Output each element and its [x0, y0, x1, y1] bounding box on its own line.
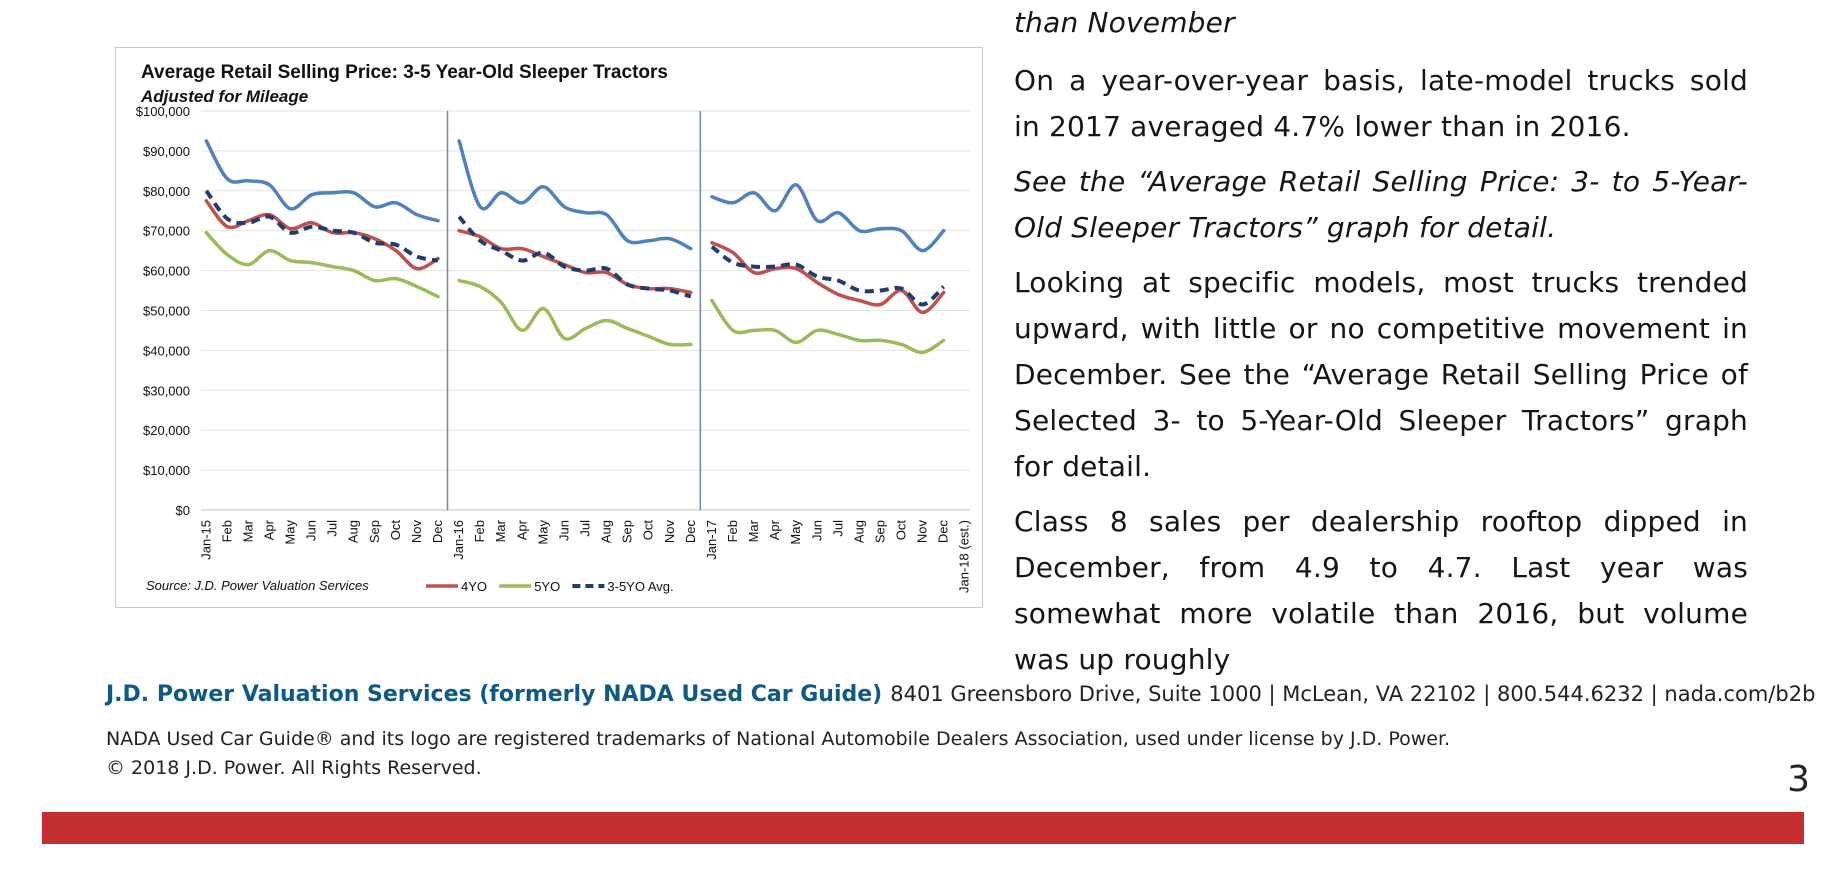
article-paragraph-yoy: On a year-over-year basis, late-model tr…	[1014, 64, 1748, 143]
y-tick-label: $90,000	[143, 144, 190, 159]
y-tick-label: $0	[176, 503, 190, 518]
x-tick-label: Jul	[325, 520, 340, 537]
chart-panel: Average Retail Selling Price: 3-5 Year-O…	[115, 47, 983, 608]
x-tick-label: Apr	[261, 519, 276, 540]
x-tick-label: Jan-18 (est.)	[957, 520, 972, 593]
chart-legend: 4YO 5YO 3-5YO Avg.	[426, 579, 674, 594]
x-tick-label: Feb	[472, 520, 487, 542]
y-tick-label: $80,000	[143, 184, 190, 199]
x-tick-label: Dec	[430, 520, 445, 544]
x-tick-label: Jan-15	[198, 520, 213, 560]
x-tick-label: Dec	[683, 520, 698, 544]
x-tick-label: Nov	[662, 520, 677, 544]
footer-company-name: J.D. Power Valuation Services (formerly …	[106, 682, 883, 707]
x-tick-label: May	[788, 520, 803, 545]
x-tick-label: Feb	[219, 520, 234, 542]
x-tick-label: Jan-16	[451, 520, 466, 560]
x-tick-label: Apr	[514, 519, 529, 540]
x-tick-label: Nov	[915, 520, 930, 544]
x-tick-label: Mar	[240, 519, 255, 542]
y-tick-label: $20,000	[143, 423, 190, 438]
article-paragraph-continued: than November	[1014, 6, 1235, 39]
series-line-5yo	[457, 278, 693, 347]
y-tick-label: $100,000	[136, 104, 190, 119]
x-tick-label: Aug	[599, 520, 614, 543]
x-tick-label: Sep	[367, 520, 382, 543]
x-tick-label: Jul	[578, 520, 593, 537]
x-tick-label: Sep	[872, 520, 887, 543]
y-tick-label: $30,000	[143, 383, 190, 398]
y-tick-label: $40,000	[143, 343, 190, 358]
chart-title: Average Retail Selling Price: 3-5 Year-O…	[141, 62, 668, 83]
x-tick-label: Sep	[620, 520, 635, 543]
y-tick-label: $70,000	[143, 224, 190, 239]
price-line-chart: Average Retail Selling Price: 3-5 Year-O…	[136, 62, 972, 594]
article-paragraph-see-graph: See the “Average Retail Selling Price: 3…	[1014, 165, 1748, 244]
series-line-3-5yo-avg-	[710, 245, 946, 307]
x-tick-label: May	[535, 520, 550, 545]
legend-label: 4YO	[461, 579, 487, 594]
x-tick-label: Mar	[493, 519, 508, 542]
x-tick-label: Feb	[725, 520, 740, 542]
x-tick-label: Dec	[936, 520, 951, 544]
x-tick-label: Nov	[409, 520, 424, 544]
series-line-5yo	[204, 230, 440, 299]
footer-contact: J.D. Power Valuation Services (formerly …	[106, 682, 1815, 707]
x-tick-label: Oct	[641, 520, 656, 541]
series-line-3-5yo-avg-	[457, 215, 692, 299]
x-tick-label: Mar	[746, 519, 761, 542]
article-paragraph-models: Looking at specific models, most trucks …	[1014, 266, 1748, 483]
article-text: than November On a year-over-year basis,…	[1014, 0, 1748, 692]
x-tick-label: Aug	[346, 520, 361, 543]
footer-address: 8401 Greensboro Drive, Suite 1000 | McLe…	[890, 682, 1816, 706]
series-line-unlabeled-0	[457, 139, 693, 251]
series-line-3-5yo-avg-	[204, 189, 439, 263]
x-tick-label: Oct	[388, 520, 403, 541]
x-tick-label: Jan-17	[704, 520, 719, 560]
chart-subtitle: Adjusted for Mileage	[140, 87, 308, 106]
x-tick-label: Jun	[304, 520, 319, 541]
x-tick-label: Apr	[767, 519, 782, 540]
x-tick-label: Aug	[851, 520, 866, 543]
article-paragraph-sales: Class 8 sales per dealership rooftop dip…	[1014, 505, 1748, 676]
legend-label: 3-5YO Avg.	[607, 579, 673, 594]
x-tick-label: Jul	[830, 520, 845, 537]
page-number: 3	[1787, 759, 1810, 800]
series-line-4yo	[710, 240, 946, 315]
x-tick-label: Oct	[894, 520, 909, 541]
footer-copyright: © 2018 J.D. Power. All Rights Reserved.	[106, 757, 482, 779]
legend-label: 5YO	[534, 579, 560, 594]
chart-source: Source: J.D. Power Valuation Services	[146, 578, 369, 593]
x-tick-label: Jun	[809, 520, 824, 541]
y-tick-label: $10,000	[143, 463, 190, 478]
y-tick-label: $60,000	[143, 264, 190, 279]
series-line-4yo	[204, 199, 440, 271]
footer-trademark: NADA Used Car Guide® and its logo are re…	[106, 728, 1451, 750]
footer-accent-bar	[42, 812, 1804, 844]
y-tick-label: $50,000	[143, 304, 190, 319]
series-line-5yo	[710, 298, 946, 355]
series-line-unlabeled-0	[710, 183, 946, 253]
series-line-unlabeled-0	[204, 139, 440, 223]
x-tick-label: May	[283, 520, 298, 545]
x-tick-label: Jun	[556, 520, 571, 541]
